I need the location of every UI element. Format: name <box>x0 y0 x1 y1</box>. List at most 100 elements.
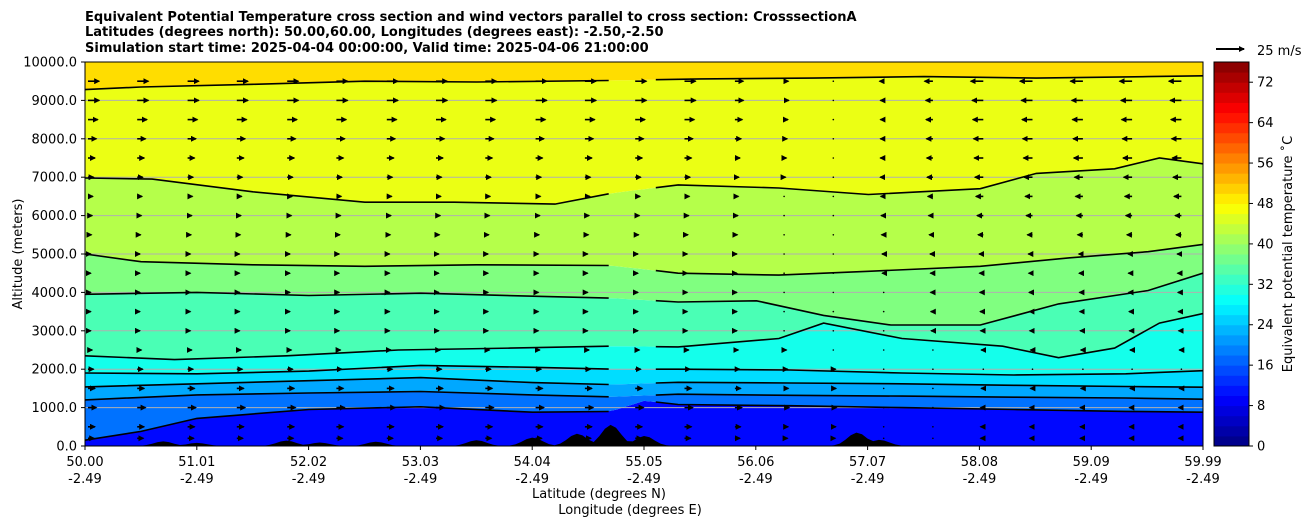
y-tick-label-6: 6000.0 <box>32 209 78 224</box>
contour-32.0-right <box>655 312 1203 359</box>
contour-48.0-right <box>655 75 1203 81</box>
colorbar-segment-40 <box>1214 233 1249 245</box>
contour-28.0-right <box>655 368 1203 376</box>
wind-dot-8-16 <box>882 291 885 294</box>
colorbar-segment-62 <box>1214 122 1249 134</box>
wind-dot-10-15 <box>832 253 835 255</box>
theta-band-1 <box>85 391 1203 441</box>
x-tick-label-lat-9: 59.09 <box>1073 455 1110 470</box>
colorbar-tick-label-1: 8 <box>1257 399 1265 414</box>
x-tick-label-lat-0: 50.00 <box>66 455 103 470</box>
colorbar-segment-12 <box>1214 375 1249 386</box>
contour-48.0-left <box>85 79 609 91</box>
contour-16.0-right <box>655 401 1203 413</box>
colorbar-segment-46 <box>1214 203 1249 215</box>
colorbar-label: Equivalent potential temperature ˚C <box>1280 136 1296 372</box>
wind-dot-1-16 <box>882 426 885 428</box>
colorbar-segment-10 <box>1214 385 1249 396</box>
colorbar-segment-34 <box>1214 264 1249 275</box>
wind-dot-4-20 <box>1082 368 1084 371</box>
wind-dot-14-15 <box>832 176 835 178</box>
colorbar-segment-8 <box>1214 395 1249 407</box>
colorbar-tick-label-9: 72 <box>1257 76 1274 91</box>
colorbar-segment-14 <box>1214 365 1249 376</box>
theta-band-7 <box>85 158 1203 275</box>
colorbar-segment-68 <box>1214 92 1249 103</box>
chart-title-line-2: Latitudes (degrees north): 50.00,60.00, … <box>85 25 664 40</box>
x-tick-label-lat-2: 52.02 <box>290 455 327 470</box>
wind-dot-0-17 <box>932 437 934 440</box>
wind-dot-7-15 <box>832 310 835 313</box>
x-tick-label-lon-4: -2.49 <box>515 472 549 487</box>
colorbar-segment-38 <box>1214 243 1249 255</box>
wind-dot-3-17 <box>932 387 934 390</box>
plot-area <box>85 62 1203 446</box>
x-tick-label-lon-3: -2.49 <box>404 472 438 487</box>
wind-dot-8-14 <box>783 291 785 294</box>
contour-20.0-right <box>655 393 1203 400</box>
y-tick-label-4: 4000.0 <box>32 286 78 301</box>
x-tick-label-lat-5: 55.05 <box>625 455 662 470</box>
contour-40.0-right <box>655 243 1203 276</box>
x-tick-label-lat-7: 57.07 <box>849 455 886 470</box>
x-tick-label-lat-8: 58.08 <box>961 455 998 470</box>
x-axis-label-latitude: Latitude (degrees N) <box>532 487 666 502</box>
y-tick-label-5: 5000.0 <box>32 248 78 263</box>
colorbar-segment-16 <box>1214 355 1249 366</box>
colorbar-segment-32 <box>1214 274 1249 285</box>
colorbar-segment-52 <box>1214 173 1249 184</box>
colorbar-segment-26 <box>1214 304 1249 316</box>
wind-dot-0-16 <box>882 437 885 440</box>
x-tick-label-lon-7: -2.49 <box>851 472 885 487</box>
wind-dot-6-14 <box>783 330 785 332</box>
colorbar-tick-label-4: 32 <box>1257 278 1274 293</box>
x-tick-label-lon-5: -2.49 <box>627 472 661 487</box>
wind-dot-3-16 <box>882 387 885 390</box>
wind-dot-17-15 <box>832 118 835 121</box>
contour-16.0-left <box>85 405 609 441</box>
x-axis-label-longitude: Longitude (degrees E) <box>558 503 702 518</box>
wind-dot-13-14 <box>783 195 785 198</box>
wind-dot-4-22 <box>1180 368 1183 371</box>
wind-dot-6-16 <box>882 330 885 332</box>
colorbar-segment-6 <box>1214 405 1249 417</box>
y-tick-label-10: 10000.0 <box>23 56 77 71</box>
wind-dot-4-16 <box>882 368 885 371</box>
theta-band-3 <box>85 365 1203 388</box>
terrain-shape <box>85 424 1203 446</box>
x-tick-label-lat-1: 51.01 <box>178 455 215 470</box>
colorbar-segment-50 <box>1214 183 1249 194</box>
colorbar-segment-4 <box>1214 415 1249 427</box>
wind-dot-4-17 <box>932 368 934 371</box>
colorbar-segment-2 <box>1214 425 1249 437</box>
wind-dot-4-18 <box>982 368 985 371</box>
wind-dot-9-14 <box>783 272 785 275</box>
wind-dot-2-16 <box>882 406 885 409</box>
wind-vectors <box>85 78 1185 442</box>
chart-title-line-3: Simulation start time: 2025-04-04 00:00:… <box>85 41 649 56</box>
chart-title-line-1: Equivalent Potential Temperature cross s… <box>85 10 857 25</box>
colorbar-tick-label-6: 48 <box>1257 197 1274 212</box>
x-tick-label-lon-8: -2.49 <box>963 472 997 487</box>
wind-dot-12-15 <box>832 214 835 217</box>
wind-dot-11-15 <box>832 234 835 236</box>
wind-dot-1-17 <box>932 426 934 428</box>
wind-dot-2-17 <box>932 406 934 409</box>
contour-28.0-left <box>85 364 609 375</box>
colorbar-frame <box>1213 61 1250 447</box>
theta-band-6 <box>85 244 1203 325</box>
colorbar-ticks: 0 8 16 24 32 40 48 56 64 72 <box>1249 76 1274 455</box>
wind-dot-13-15 <box>832 195 835 198</box>
y-axis-label: Altitude (meters) <box>11 199 26 310</box>
colorbar-segment-66 <box>1214 102 1249 114</box>
x-tick-label-lon-10: -2.49 <box>1186 472 1220 487</box>
x-tick-label-lat-6: 56.06 <box>737 455 774 470</box>
contour-40.0-left <box>85 253 609 268</box>
colorbar-segment-70 <box>1214 82 1249 93</box>
wind-dot-4-21 <box>1131 368 1133 371</box>
wind-dot-5-17 <box>932 349 934 351</box>
colorbar-segment-18 <box>1214 344 1249 356</box>
wind-dot-4-19 <box>1031 368 1034 371</box>
x-tick-label-lon-1: -2.49 <box>180 472 214 487</box>
